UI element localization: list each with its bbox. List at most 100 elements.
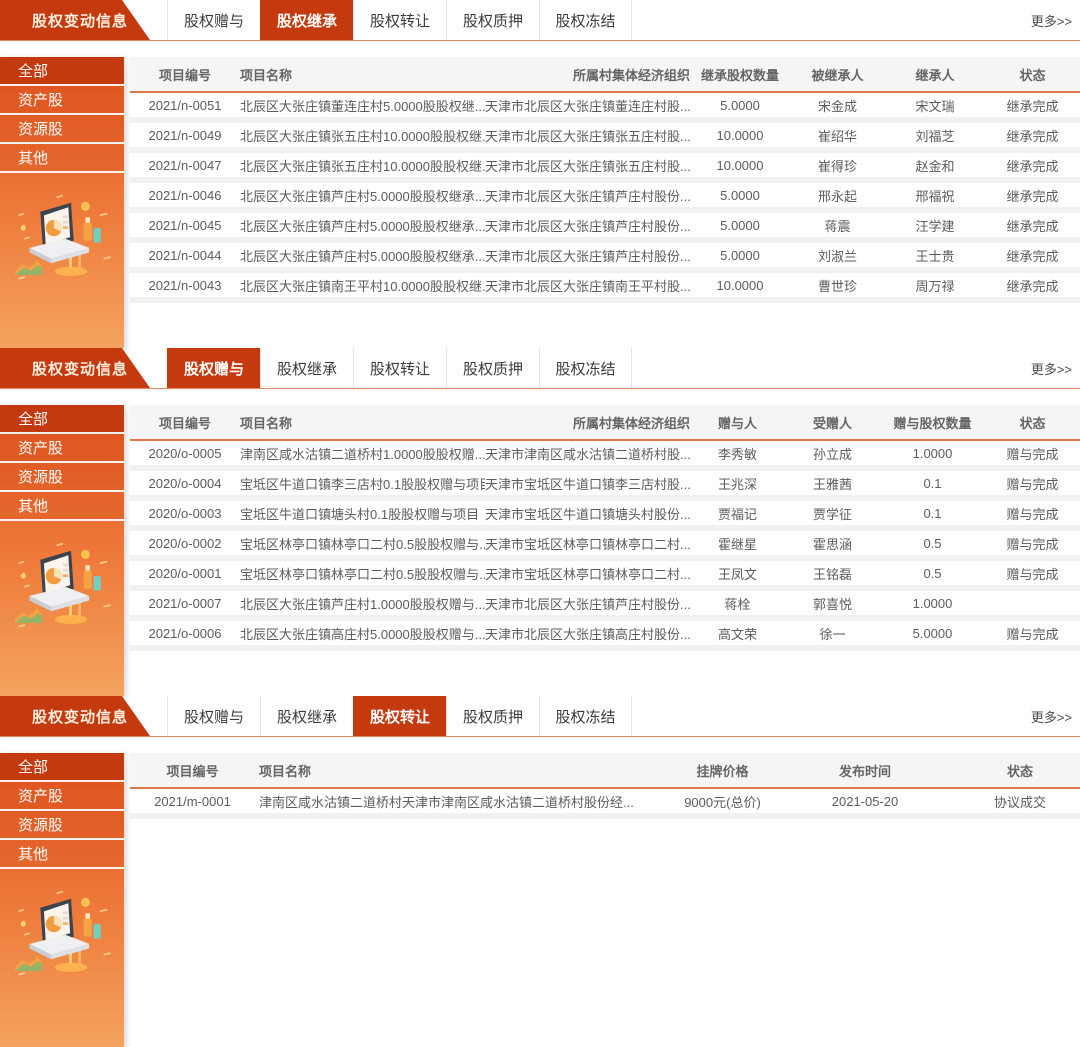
table-row[interactable]: 2021/n-0047 北辰区大张庄镇张五庄村10.0000股股权继... 天津… xyxy=(130,153,1080,183)
sidebar-item-all[interactable]: 全部 xyxy=(0,405,124,434)
tab-bar: 股权赠与 股权继承 股权转让 股权质押 股权冻结 xyxy=(167,696,632,736)
analytics-illustration xyxy=(0,186,124,290)
tab-equity-pledge[interactable]: 股权质押 xyxy=(446,696,539,736)
table-header: 项目编号 项目名称 挂牌价格 发布时间 状态 xyxy=(130,753,1080,789)
tab-equity-freeze[interactable]: 股权冻结 xyxy=(539,0,632,40)
cell-quantity: 0.1 xyxy=(923,475,942,491)
column-header: 所属村集体经济组织 xyxy=(572,415,690,431)
cell-project-name: 北辰区大张庄镇南王平村10.0000股股权继... xyxy=(240,278,485,294)
sidebar-item-asset-shares[interactable]: 资产股 xyxy=(0,434,124,463)
section-title-badge: 股权变动信息 xyxy=(0,696,150,736)
sidebar-item-all[interactable]: 全部 xyxy=(0,57,124,86)
sidebar-item-all[interactable]: 全部 xyxy=(0,753,124,782)
cell-donor: 高文荣 xyxy=(717,626,757,642)
table-row[interactable]: 2021/o-0006 北辰区大张庄镇高庄村5.0000股股权赠与... 天津市… xyxy=(130,621,1080,651)
cell-project-no: 2021/n-0049 xyxy=(148,127,222,143)
tab-equity-transfer[interactable]: 股权转让 xyxy=(353,348,446,388)
cell-donor: 王凤文 xyxy=(717,566,757,582)
tab-equity-inheritance[interactable]: 股权继承 xyxy=(260,348,353,388)
cell-heir: 邢福祝 xyxy=(915,188,955,204)
tab-equity-freeze[interactable]: 股权冻结 xyxy=(539,696,632,736)
cell-recipient: 王铭磊 xyxy=(812,566,852,582)
table-row[interactable]: 2021/n-0051 北辰区大张庄镇董连庄村5.0000股股权继... 天津市… xyxy=(130,93,1080,123)
cell-status: 赠与完成 xyxy=(1006,476,1059,492)
more-link[interactable]: 更多>> xyxy=(1030,709,1072,725)
cell-project-name: 北辰区大张庄镇高庄村5.0000股股权赠与... xyxy=(240,626,485,642)
column-header: 所属村集体经济组织 xyxy=(572,67,690,83)
cell-status: 继承完成 xyxy=(1006,98,1059,114)
table-body: 2020/o-0005 津南区咸水沽镇二道桥村1.0000股股权赠... 天津市… xyxy=(130,441,1080,651)
column-header: 项目名称 xyxy=(240,415,293,431)
equity-change-section-transfer: 股权变动信息 股权赠与 股权继承 股权转让 股权质押 股权冻结 更多>> 全部 … xyxy=(0,696,1080,1047)
cell-recipient: 霍思涵 xyxy=(812,536,852,552)
cell-project-no: 2020/o-0001 xyxy=(148,565,222,581)
cell-organization: 天津市宝坻区牛道口镇塘头村股份... xyxy=(485,506,690,522)
cell-organization: 天津市宝坻区林亭口镇林亭口二村... xyxy=(485,566,690,582)
table-row[interactable]: 2021/n-0049 北辰区大张庄镇张五庄村10.0000股股权继... 天津… xyxy=(130,123,1080,153)
tab-equity-transfer[interactable]: 股权转让 xyxy=(353,0,446,40)
table-row[interactable]: 2020/o-0003 宝坻区牛道口镇塘头村0.1股股权赠与项目 天津市宝坻区牛… xyxy=(130,501,1080,531)
table-row[interactable]: 2021/n-0045 北辰区大张庄镇芦庄村5.0000股股权继承... 天津市… xyxy=(130,213,1080,243)
sidebar-item-asset-shares[interactable]: 资产股 xyxy=(0,782,124,811)
cell-organization: 天津市北辰区大张庄镇芦庄村股份... xyxy=(485,248,690,264)
cell-project-name: 宝坻区牛道口镇塘头村0.1股股权赠与项目 xyxy=(240,506,480,522)
table-row[interactable]: 2021/n-0046 北辰区大张庄镇芦庄村5.0000股股权继承... 天津市… xyxy=(130,183,1080,213)
cell-quantity: 5.0000 xyxy=(720,247,760,263)
column-header: 发布时间 xyxy=(838,763,891,779)
tab-equity-gift[interactable]: 股权赠与 xyxy=(167,696,260,736)
cell-quantity: 5.0000 xyxy=(720,217,760,233)
cell-project-name: 津南区咸水沽镇二道桥村1.0000股股权赠... xyxy=(240,446,485,462)
column-header: 继承股权数量 xyxy=(700,67,779,83)
cell-organization: 天津市北辰区大张庄镇南王平村股... xyxy=(485,278,690,294)
column-header: 状态 xyxy=(1019,415,1046,431)
table-row[interactable]: 2021/m-0001 津南区咸水沽镇二道桥村天津市津南区咸水沽镇二道桥村股份经… xyxy=(130,789,1080,819)
column-header: 项目名称 xyxy=(259,763,312,779)
tab-equity-inheritance[interactable]: 股权继承 xyxy=(260,696,353,736)
more-link[interactable]: 更多>> xyxy=(1030,13,1072,29)
tab-equity-inheritance[interactable]: 股权继承 xyxy=(260,0,353,40)
sidebar-item-resource-shares[interactable]: 资源股 xyxy=(0,115,124,144)
table-row[interactable]: 2020/o-0001 宝坻区林亭口镇林亭口二村0.5股股权赠与... 天津市宝… xyxy=(130,561,1080,591)
tab-equity-freeze[interactable]: 股权冻结 xyxy=(539,348,632,388)
sidebar-item-asset-shares[interactable]: 资产股 xyxy=(0,86,124,115)
cell-project-name: 宝坻区林亭口镇林亭口二村0.5股股权赠与... xyxy=(240,566,485,582)
tab-bar: 股权赠与 股权继承 股权转让 股权质押 股权冻结 xyxy=(167,348,632,388)
sidebar-item-resource-shares[interactable]: 资源股 xyxy=(0,811,124,840)
category-sidebar: 全部 资产股 资源股 其他 xyxy=(0,405,124,696)
cell-quantity: 0.5 xyxy=(923,535,942,551)
table-row[interactable]: 2021/n-0043 北辰区大张庄镇南王平村10.0000股股权继... 天津… xyxy=(130,273,1080,303)
cell-organization: 天津市北辰区大张庄镇张五庄村股... xyxy=(485,158,690,174)
column-header: 赠与人 xyxy=(717,415,757,431)
cell-organization: 天津市津南区咸水沽镇二道桥村股... xyxy=(485,446,690,462)
column-header: 项目名称 xyxy=(240,67,293,83)
cell-decedent: 邢永起 xyxy=(817,188,857,204)
column-header: 状态 xyxy=(1006,763,1033,779)
sidebar-item-resource-shares[interactable]: 资源股 xyxy=(0,463,124,492)
section-header: 股权变动信息 股权赠与 股权继承 股权转让 股权质押 股权冻结 更多>> xyxy=(0,348,1080,389)
sidebar-item-other[interactable]: 其他 xyxy=(0,492,124,521)
column-header: 项目编号 xyxy=(166,763,219,779)
tab-equity-transfer[interactable]: 股权转让 xyxy=(353,696,446,736)
tab-equity-pledge[interactable]: 股权质押 xyxy=(446,0,539,40)
cell-project-no: 2020/o-0003 xyxy=(148,505,222,521)
table-body: 2021/n-0051 北辰区大张庄镇董连庄村5.0000股股权继... 天津市… xyxy=(130,93,1080,303)
tab-equity-pledge[interactable]: 股权质押 xyxy=(446,348,539,388)
table-row[interactable]: 2021/n-0044 北辰区大张庄镇芦庄村5.0000股股权继承... 天津市… xyxy=(130,243,1080,273)
sidebar-item-other[interactable]: 其他 xyxy=(0,144,124,173)
tab-equity-gift[interactable]: 股权赠与 xyxy=(167,348,260,388)
column-header: 继承人 xyxy=(915,67,955,83)
tab-equity-gift[interactable]: 股权赠与 xyxy=(167,0,260,40)
table-body: 2021/m-0001 津南区咸水沽镇二道桥村天津市津南区咸水沽镇二道桥村股份经… xyxy=(130,789,1080,819)
table-row[interactable]: 2021/o-0007 北辰区大张庄镇芦庄村1.0000股股权赠与... 天津市… xyxy=(130,591,1080,621)
table-row[interactable]: 2020/o-0004 宝坻区牛道口镇李三店村0.1股股权赠与项目 天津市宝坻区… xyxy=(130,471,1080,501)
sidebar-item-other[interactable]: 其他 xyxy=(0,840,124,869)
cell-status: 继承完成 xyxy=(1006,188,1059,204)
table-row[interactable]: 2020/o-0002 宝坻区林亭口镇林亭口二村0.5股股权赠与... 天津市宝… xyxy=(130,531,1080,561)
more-link[interactable]: 更多>> xyxy=(1030,361,1072,377)
column-header: 被继承人 xyxy=(811,67,864,83)
cell-organization: 天津市北辰区大张庄镇高庄村股份... xyxy=(485,626,690,642)
table-row[interactable]: 2020/o-0005 津南区咸水沽镇二道桥村1.0000股股权赠... 天津市… xyxy=(130,441,1080,471)
transfer-table: 项目编号 项目名称 挂牌价格 发布时间 状态 2021/m-0001 津南区咸水沽镇二道… xyxy=(130,753,1080,1047)
cell-status: 赠与完成 xyxy=(1006,446,1059,462)
cell-heir: 周万禄 xyxy=(915,278,955,294)
